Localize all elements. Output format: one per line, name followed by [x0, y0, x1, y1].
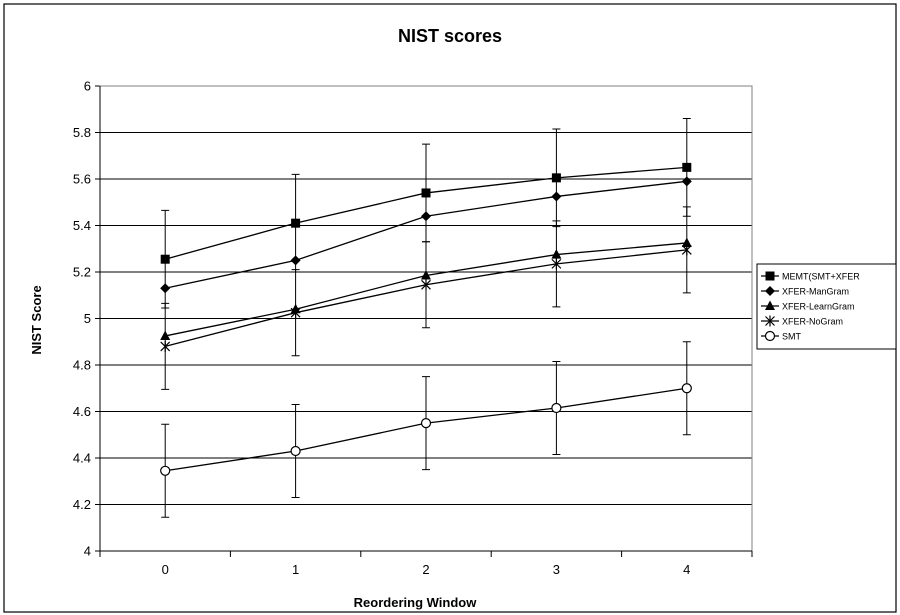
- data-point-smt: [681, 383, 692, 394]
- legend-marker-memt-smt-xfer: [765, 271, 775, 281]
- data-point-smt: [551, 402, 562, 414]
- y-tick-label: 4.4: [73, 451, 91, 466]
- x-axis-label: Reordering Window: [354, 595, 478, 610]
- legend-marker-xfer-mangram: [765, 286, 775, 296]
- data-point-xfer-nogram: [290, 307, 301, 319]
- data-point-xfer-mangram: [160, 283, 171, 294]
- data-point-smt: [420, 418, 432, 429]
- legend-marker-xfer-nogram: [765, 315, 775, 327]
- data-point-memt-smt-xfer: [291, 218, 301, 228]
- chart-title: NIST scores: [398, 26, 502, 46]
- data-point-smt: [160, 465, 171, 476]
- legend-box: [756, 263, 897, 350]
- x-tick-label: 3: [553, 562, 560, 577]
- data-point-xfer-mangram: [551, 191, 562, 202]
- y-tick-label: 6: [84, 79, 91, 94]
- legend-label-xfer-nogram: XFER-NoGram: [782, 317, 843, 327]
- y-tick-label: 5: [84, 311, 91, 326]
- legend-marker-smt: [764, 330, 776, 342]
- y-tick-label: 4.6: [73, 404, 91, 419]
- data-point-xfer-nogram: [160, 340, 171, 352]
- chart-border: [3, 3, 897, 613]
- y-axis-label: NIST Score: [29, 285, 44, 354]
- legend-label-xfer-learngram: XFER-LearnGram: [782, 302, 855, 312]
- x-tick-label: 4: [683, 562, 690, 577]
- x-tick-label: 1: [292, 562, 299, 577]
- y-tick-label: 4.2: [73, 497, 91, 512]
- plot-area: 4 4.2 4.4 4.6 4.8 5 5.2 5.4 5.6 5.8 6 0 1 2 3 4: [73, 79, 753, 577]
- data-point-smt: [290, 445, 301, 457]
- y-tick-label: 5.4: [73, 218, 91, 233]
- y-tick-label: 4.8: [73, 358, 91, 373]
- x-tick-label: 0: [162, 562, 169, 577]
- legend-label-memt-smt-xfer: MEMT(SMT+XFER: [782, 272, 860, 282]
- y-tick-label: 5.8: [73, 125, 91, 140]
- data-point-xfer-mangram: [290, 255, 301, 266]
- y-tick-label: 5.2: [73, 265, 91, 280]
- y-tick-label: 5.6: [73, 172, 91, 187]
- data-point-memt-smt-xfer: [551, 173, 561, 183]
- legend-marker-xfer-learngram: [765, 300, 775, 310]
- y-tick-label: 4: [84, 544, 91, 559]
- legend: MEMT(SMT+XFER XFER-ManGram XFER-LearnGram X…: [756, 263, 897, 350]
- legend-label-xfer-mangram: XFER-ManGram: [782, 287, 849, 297]
- data-point-xfer-nogram: [421, 279, 431, 291]
- data-point-memt-smt-xfer: [160, 254, 170, 264]
- data-point-xfer-nogram: [681, 244, 692, 256]
- data-point-xfer-mangram: [421, 211, 431, 222]
- data-point-memt-smt-xfer: [682, 162, 692, 172]
- x-tick-label: 2: [422, 562, 429, 577]
- data-point-xfer-mangram: [681, 176, 692, 187]
- data-point-xfer-nogram: [551, 258, 562, 270]
- legend-label-smt: SMT: [782, 332, 802, 342]
- data-point-memt-smt-xfer: [421, 188, 431, 198]
